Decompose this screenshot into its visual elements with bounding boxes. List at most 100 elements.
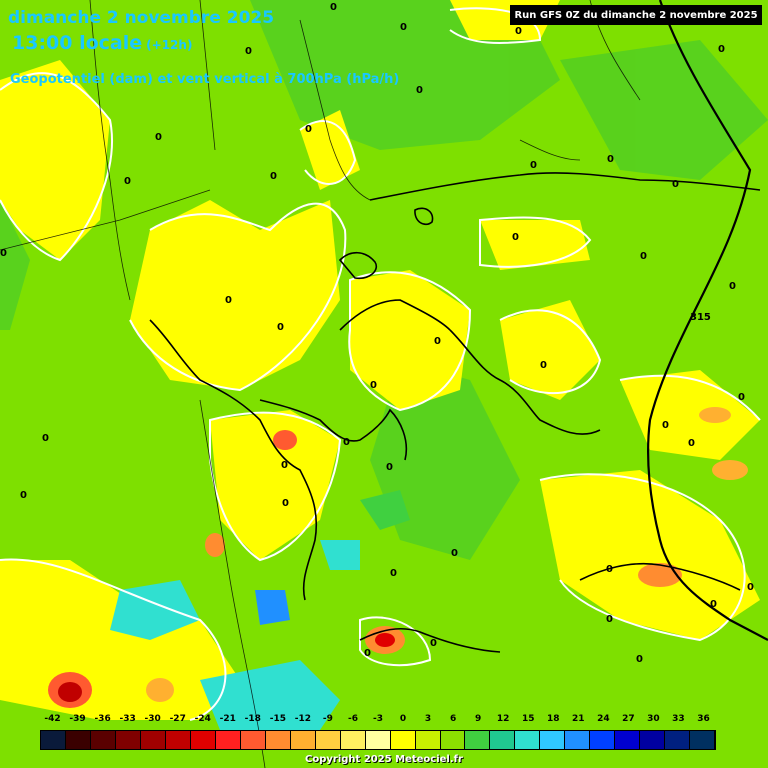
copyright: Copyright 2025 Meteociel.fr [305,754,463,765]
legend-label: -18 [244,714,261,724]
forecast-offset: (+12h) [146,38,193,52]
legend-swatch [265,731,291,749]
legend-label: 6 [449,714,457,724]
legend-label: 0 [399,714,407,724]
forecast-time-text: 13:00 locale [12,32,143,54]
legend-label: -15 [269,714,286,724]
legend-label: -21 [219,714,236,724]
legend-label: -42 [44,714,61,724]
legend-label: 15 [521,714,535,724]
legend-label: -27 [169,714,186,724]
legend-swatch [690,731,716,749]
contour-label: 0 [718,44,725,55]
geopotential-label: 315 [690,312,711,323]
coastlines [149,172,761,653]
legend-swatch [240,731,266,749]
legend-swatch [365,731,391,749]
legend-swatch [340,731,366,749]
contour-label: 0 [747,582,754,593]
contour-label: 0 [281,460,288,471]
contour-label: 0 [430,638,437,649]
legend-swatch [190,731,216,749]
contour-label: 0 [305,124,312,135]
contour-label: 0 [343,437,350,448]
legend-label: -3 [373,714,383,724]
contour-label: 0 [0,248,7,259]
contour-label: 0 [434,336,441,347]
contour-label: 0 [738,392,745,403]
legend-swatch [465,731,491,749]
legend-label: 24 [597,714,610,724]
legend-swatch [290,731,316,749]
legend-swatch [115,731,141,749]
legend-label: 33 [672,714,685,724]
legend-label: 36 [697,714,710,724]
legend-swatch [215,731,241,749]
contour-label: 0 [277,322,284,333]
forecast-date: dimanche 2 novembre 2025 [8,8,275,28]
legend-swatch [65,731,91,749]
legend-label: -9 [322,714,333,724]
contour-label: 0 [672,179,679,190]
legend-label: -33 [119,714,136,724]
contour-label: 0 [400,22,407,33]
legend-label: 21 [572,714,585,724]
contour-label: 0 [225,295,232,306]
contour-label: 0 [42,433,49,444]
contour-label: 0 [540,360,547,371]
legend-label: -12 [294,714,312,724]
contour-label: 0 [20,490,27,501]
legend-label: -24 [194,714,211,724]
legend-swatch [665,731,691,749]
contour-label: 0 [330,2,337,13]
legend-swatch [415,731,441,749]
run-info: Run GFS 0Z du dimanche 2 novembre 2025 [510,5,762,25]
contour-label: 0 [729,281,736,292]
legend-swatch [490,731,516,749]
legend-swatch [615,731,641,749]
legend-swatch [315,731,341,749]
legend-swatch [140,731,166,749]
contour-label: 0 [282,498,289,509]
contour-label: 0 [245,46,252,57]
geopotential-contour [646,0,768,641]
legend-swatch [540,731,566,749]
contour-label: 0 [606,564,613,575]
contour-label: 0 [386,462,393,473]
legend-label: 30 [647,714,660,724]
legend-label: 18 [546,714,560,724]
contour-label: 0 [124,176,131,187]
legend-label: -6 [347,714,358,724]
legend-swatch [390,731,416,749]
contour-label: 0 [451,548,458,559]
legend-swatch [90,731,116,749]
color-legend [40,730,716,750]
country-borders [0,0,641,768]
legend-label: 27 [622,714,635,724]
legend-label: -36 [94,714,111,724]
legend-label: -39 [69,714,86,724]
contour-label: 0 [155,132,162,143]
forecast-time: 13:00 locale (+12h) [12,32,192,54]
contour-label: 0 [512,232,519,243]
contour-label: 0 [364,648,371,659]
legend-label: 12 [496,714,510,724]
contour-label: 0 [636,654,643,665]
legend-swatch [640,731,666,749]
contour-label: 0 [416,85,423,96]
legend-swatch [165,731,191,749]
contour-label: 0 [606,614,613,625]
contour-label: 0 [710,599,717,610]
legend-swatch [41,731,66,749]
contour-value-labels: 0 0 0 0 0 0 0 0 0 0 0 0 0 0 0 0 0 0 0 0 … [0,2,754,665]
contour-label: 0 [370,380,377,391]
contour-label: 0 [390,568,397,579]
parameter-title: Geopotentiel (dam) et vent vertical à 70… [10,72,400,87]
legend-label: 9 [475,714,482,724]
contour-label: 0 [515,26,522,37]
contour-label: 0 [607,154,614,165]
contour-label: 0 [640,251,647,262]
contour-label: 0 [270,171,277,182]
legend-label: 3 [424,714,432,724]
legend-swatch [515,731,541,749]
